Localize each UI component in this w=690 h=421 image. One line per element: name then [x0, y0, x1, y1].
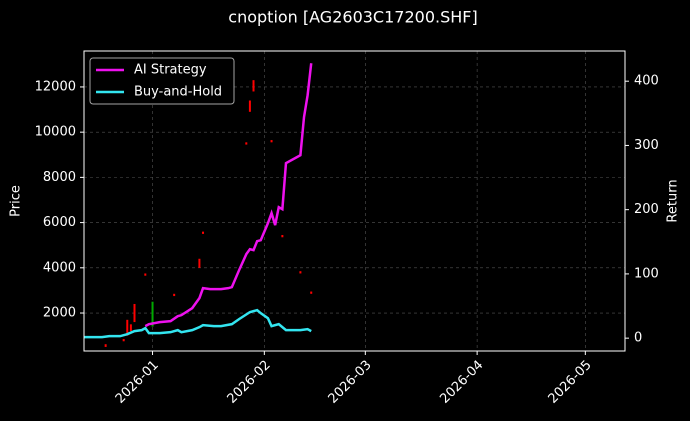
y2-tick-label: 400	[634, 74, 659, 89]
x-tick-label: 2026-04	[437, 358, 486, 407]
candle	[144, 273, 147, 276]
candle	[299, 271, 302, 274]
candle	[245, 142, 248, 145]
y-tick-label: 2000	[43, 306, 76, 321]
candle	[281, 235, 284, 238]
candle	[248, 100, 251, 112]
y-tick-label: 10000	[35, 125, 76, 140]
candle	[133, 303, 136, 323]
candle	[173, 293, 176, 297]
line	[84, 308, 312, 339]
y-tick-label: 8000	[43, 170, 76, 185]
chart-title: cnoption [AG2603C17200.SHF]	[228, 8, 477, 27]
y2-tick-label: 0	[634, 331, 642, 346]
legend-label: AI Strategy	[134, 63, 207, 78]
candle	[104, 344, 107, 347]
y2-tick-label: 200	[634, 202, 659, 217]
y2-tick-label: 300	[634, 138, 659, 153]
x-tick-label: 2026-01	[113, 358, 162, 407]
candle	[270, 140, 273, 143]
x-tick-label: 2026-02	[225, 358, 274, 407]
candle	[252, 80, 255, 92]
line	[144, 63, 313, 328]
candle	[129, 324, 132, 332]
legend-label: Buy-and-Hold	[134, 85, 222, 100]
y-axis-label: Price	[9, 185, 24, 217]
y2-tick-label: 100	[634, 266, 659, 281]
x-tick-label: 2026-05	[546, 358, 595, 407]
y-tick-label: 4000	[43, 260, 76, 275]
y2-axis-label: Return	[666, 179, 681, 222]
x-tick-label: 2026-03	[326, 358, 375, 407]
candle	[126, 319, 129, 336]
candle	[151, 301, 154, 327]
y-tick-label: 12000	[35, 79, 76, 94]
candle	[310, 291, 313, 294]
candle	[122, 339, 125, 342]
plot-frame	[83, 50, 626, 352]
legend-box	[89, 57, 235, 105]
y-tick-label: 6000	[43, 215, 76, 230]
candle	[202, 231, 205, 234]
candle	[198, 258, 201, 268]
